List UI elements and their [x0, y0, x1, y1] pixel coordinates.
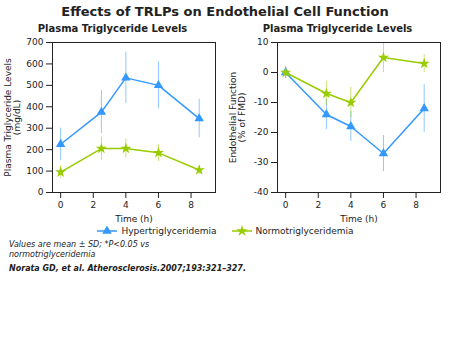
- svg-text:2: 2: [90, 200, 96, 210]
- svg-text:6: 6: [156, 200, 162, 210]
- html-text:Plasma Triglyceride Levels: Plasma Triglyceride Levels: [262, 23, 413, 34]
- svg-text:300: 300: [26, 123, 43, 133]
- html-text:Plasma Triglyceride Levels: Plasma Triglyceride Levels: [37, 23, 188, 34]
- svg-text:-30: -30: [254, 157, 269, 167]
- html-text:Values are mean ± SD; *P<0.05: Values are mean ± SD; *P<0.05 vs normotr…: [9, 240, 150, 260]
- svg-text:0: 0: [263, 67, 269, 77]
- svg-text:100: 100: [26, 166, 43, 176]
- svg-text:4: 4: [123, 200, 129, 210]
- svg-text:700: 700: [26, 37, 43, 47]
- svg-text:6: 6: [381, 200, 387, 210]
- svg-text:400: 400: [26, 102, 43, 112]
- svg-text:-20: -20: [254, 127, 269, 137]
- svg-text:0: 0: [283, 200, 289, 210]
- svg-text:200: 200: [26, 145, 43, 155]
- svg-text:Time (h): Time (h): [339, 214, 378, 224]
- svg-text:4: 4: [348, 200, 354, 210]
- svg-text:500: 500: [26, 80, 43, 90]
- svg-text:-40: -40: [254, 187, 269, 197]
- html-text:Effects of TRLPs on Endothelia: Effects of TRLPs on Endothelial Cell Fun…: [61, 4, 389, 19]
- html-text:Hypertriglyceridemia: Hypertriglyceridemia: [121, 226, 217, 236]
- svg-text:0: 0: [58, 200, 64, 210]
- svg-text:600: 600: [26, 59, 43, 69]
- svg-text:2: 2: [315, 200, 321, 210]
- svg-text:0: 0: [38, 187, 44, 197]
- svg-text:10: 10: [257, 37, 269, 47]
- svg-text:Time (h): Time (h): [114, 214, 153, 224]
- svg-text:8: 8: [188, 200, 194, 210]
- svg-text:Endothelial Function(% of FMD): Endothelial Function(% of FMD): [228, 72, 247, 164]
- svg-text:-10: -10: [254, 97, 269, 107]
- html-text:Normotriglyceridemia: Normotriglyceridemia: [255, 226, 354, 236]
- svg-text:8: 8: [413, 200, 419, 210]
- html-text:Norata GD, et al. Atherosclero: Norata GD, et al. Atherosclerosis.2007;1…: [9, 263, 246, 273]
- svg-text:Plasma Triglyceride Levels(mg/: Plasma Triglyceride Levels(mg/dL): [3, 58, 22, 177]
